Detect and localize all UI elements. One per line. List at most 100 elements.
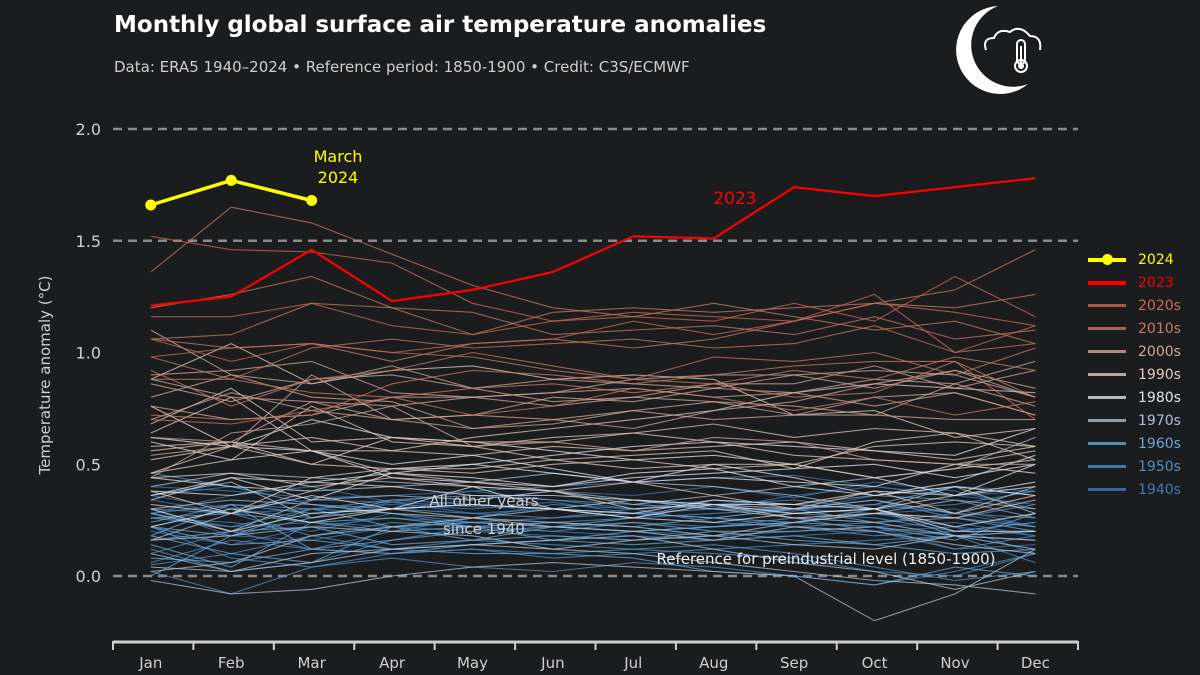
series-line-2020: [150, 235, 1036, 322]
legend-swatch: [1088, 304, 1126, 307]
x-tick-label: Aug: [699, 654, 728, 672]
legend-label: 1970s: [1138, 412, 1181, 429]
annotation-march-2024: 2024: [318, 168, 359, 187]
series-line-2022: [150, 293, 1036, 354]
series-line-2013: [150, 356, 1036, 398]
annotation-other-years: since 1940: [443, 520, 525, 538]
series-line-2004: [150, 369, 1036, 430]
series-line-2021: [150, 302, 1036, 362]
legend-item-1950s: 1950s: [1088, 455, 1181, 478]
x-tick-label: Apr: [379, 654, 406, 672]
series-line-1998: [150, 342, 1036, 438]
legend-label: 2010s: [1138, 320, 1181, 337]
series-line-2011: [150, 387, 1036, 425]
series-line-1956: [150, 553, 1036, 595]
annotation-other-years: All other years: [429, 492, 539, 510]
series-line-1971: [150, 535, 1036, 573]
series-line-1950: [150, 535, 1036, 577]
chart-subtitle: Data: ERA5 1940–2024 • Reference period:…: [114, 58, 690, 76]
y-axis-label: Temperature anomaly (°C): [36, 276, 54, 476]
legend-label: 1960s: [1138, 435, 1181, 452]
series-line-2002: [150, 360, 1036, 416]
series-line-2018: [150, 325, 1036, 380]
series-line-1964: [150, 526, 1036, 586]
legend-item-1980s: 1980s: [1088, 386, 1181, 409]
series-line-1992: [150, 441, 1036, 519]
x-tick-label: Sep: [780, 654, 808, 672]
legend-swatch: [1088, 442, 1126, 445]
series-line-1969: [150, 486, 1036, 537]
legend-item-1960s: 1960s: [1088, 432, 1181, 455]
legend-swatch: [1088, 396, 1126, 399]
legend-label: 2024: [1138, 251, 1174, 268]
y-tick-label: 0.0: [76, 567, 101, 586]
legend-swatch: [1088, 253, 1126, 265]
series-line-2008: [150, 374, 1036, 456]
series-line-1988: [150, 405, 1036, 497]
series-line-1996: [150, 445, 1036, 479]
series-line-2015: [150, 249, 1036, 362]
legend-item-2024: 2024: [1088, 248, 1181, 271]
legend-item-2020s: 2020s: [1088, 294, 1181, 317]
legend-swatch: [1088, 465, 1126, 468]
series-line-1973: [150, 472, 1036, 550]
legend-swatch: [1088, 350, 1126, 353]
x-tick-label: Jun: [540, 654, 564, 672]
legend-label: 1980s: [1138, 389, 1181, 406]
x-tick-label: Oct: [862, 654, 888, 672]
legend-label: 2020s: [1138, 297, 1181, 314]
series-line-1963: [150, 494, 1036, 550]
legend-swatch: [1088, 373, 1126, 376]
annotation-march-2024: March: [314, 147, 363, 166]
legend-swatch: [1088, 327, 1126, 330]
legend-item-2010s: 2010s: [1088, 317, 1181, 340]
series-line-1999: [150, 396, 1036, 461]
y-tick-label: 2.0: [76, 120, 101, 139]
annotation-reference: Reference for preindustrial level (1850-…: [656, 550, 995, 568]
legend-swatch: [1088, 280, 1126, 285]
series-line-1984: [150, 486, 1036, 532]
chart-legend: 2024 2023 2020s 2010s 2000s 1990s 1980s 1970s 19…: [1088, 248, 1181, 501]
series-line-1974: [150, 535, 1036, 590]
legend-label: 1940s: [1138, 481, 1181, 498]
y-tick-label: 1.0: [76, 344, 101, 363]
data-point-2024: [145, 199, 157, 211]
legend-label: 2023: [1138, 274, 1174, 291]
series-line-1989: [150, 463, 1036, 501]
series-line-1993: [150, 472, 1036, 514]
series-line-1994: [150, 441, 1036, 514]
legend-swatch: [1088, 488, 1126, 491]
series-line-1967: [150, 508, 1036, 568]
legend-label: 2000s: [1138, 343, 1181, 360]
series-line-2000: [150, 405, 1036, 479]
series-line-1990: [150, 405, 1036, 474]
series-line-2001: [150, 383, 1036, 443]
annotation-2023: 2023: [713, 189, 756, 209]
x-tick-label: May: [457, 654, 488, 672]
legend-item-2000s: 2000s: [1088, 340, 1181, 363]
series-line-2003: [150, 365, 1036, 407]
series-line-2009: [150, 369, 1036, 421]
y-tick-label: 0.5: [76, 455, 101, 474]
legend-label: 1950s: [1138, 458, 1181, 475]
series-line-2017: [150, 275, 1036, 340]
series-line-1952: [150, 508, 1036, 550]
series-line-2007: [150, 329, 1036, 421]
x-tick-label: Dec: [1021, 654, 1050, 672]
legend-item-1970s: 1970s: [1088, 409, 1181, 432]
data-point-2024: [225, 174, 237, 186]
series-line-2016: [150, 206, 1036, 345]
series-line-1976: [150, 548, 1036, 622]
x-tick-label: Feb: [218, 654, 245, 672]
legend-item-1990s: 1990s: [1088, 363, 1181, 386]
x-tick-label: Jul: [623, 654, 642, 672]
series-line-1942: [150, 499, 1036, 528]
y-tick-label: 1.5: [76, 232, 101, 251]
series-line-1987: [150, 427, 1036, 501]
series-line-1970: [150, 481, 1036, 555]
legend-swatch: [1088, 419, 1126, 422]
cloud-thermometer-icon: [950, 2, 1060, 102]
legend-label: 1990s: [1138, 366, 1181, 383]
series-line-1983: [150, 436, 1036, 497]
